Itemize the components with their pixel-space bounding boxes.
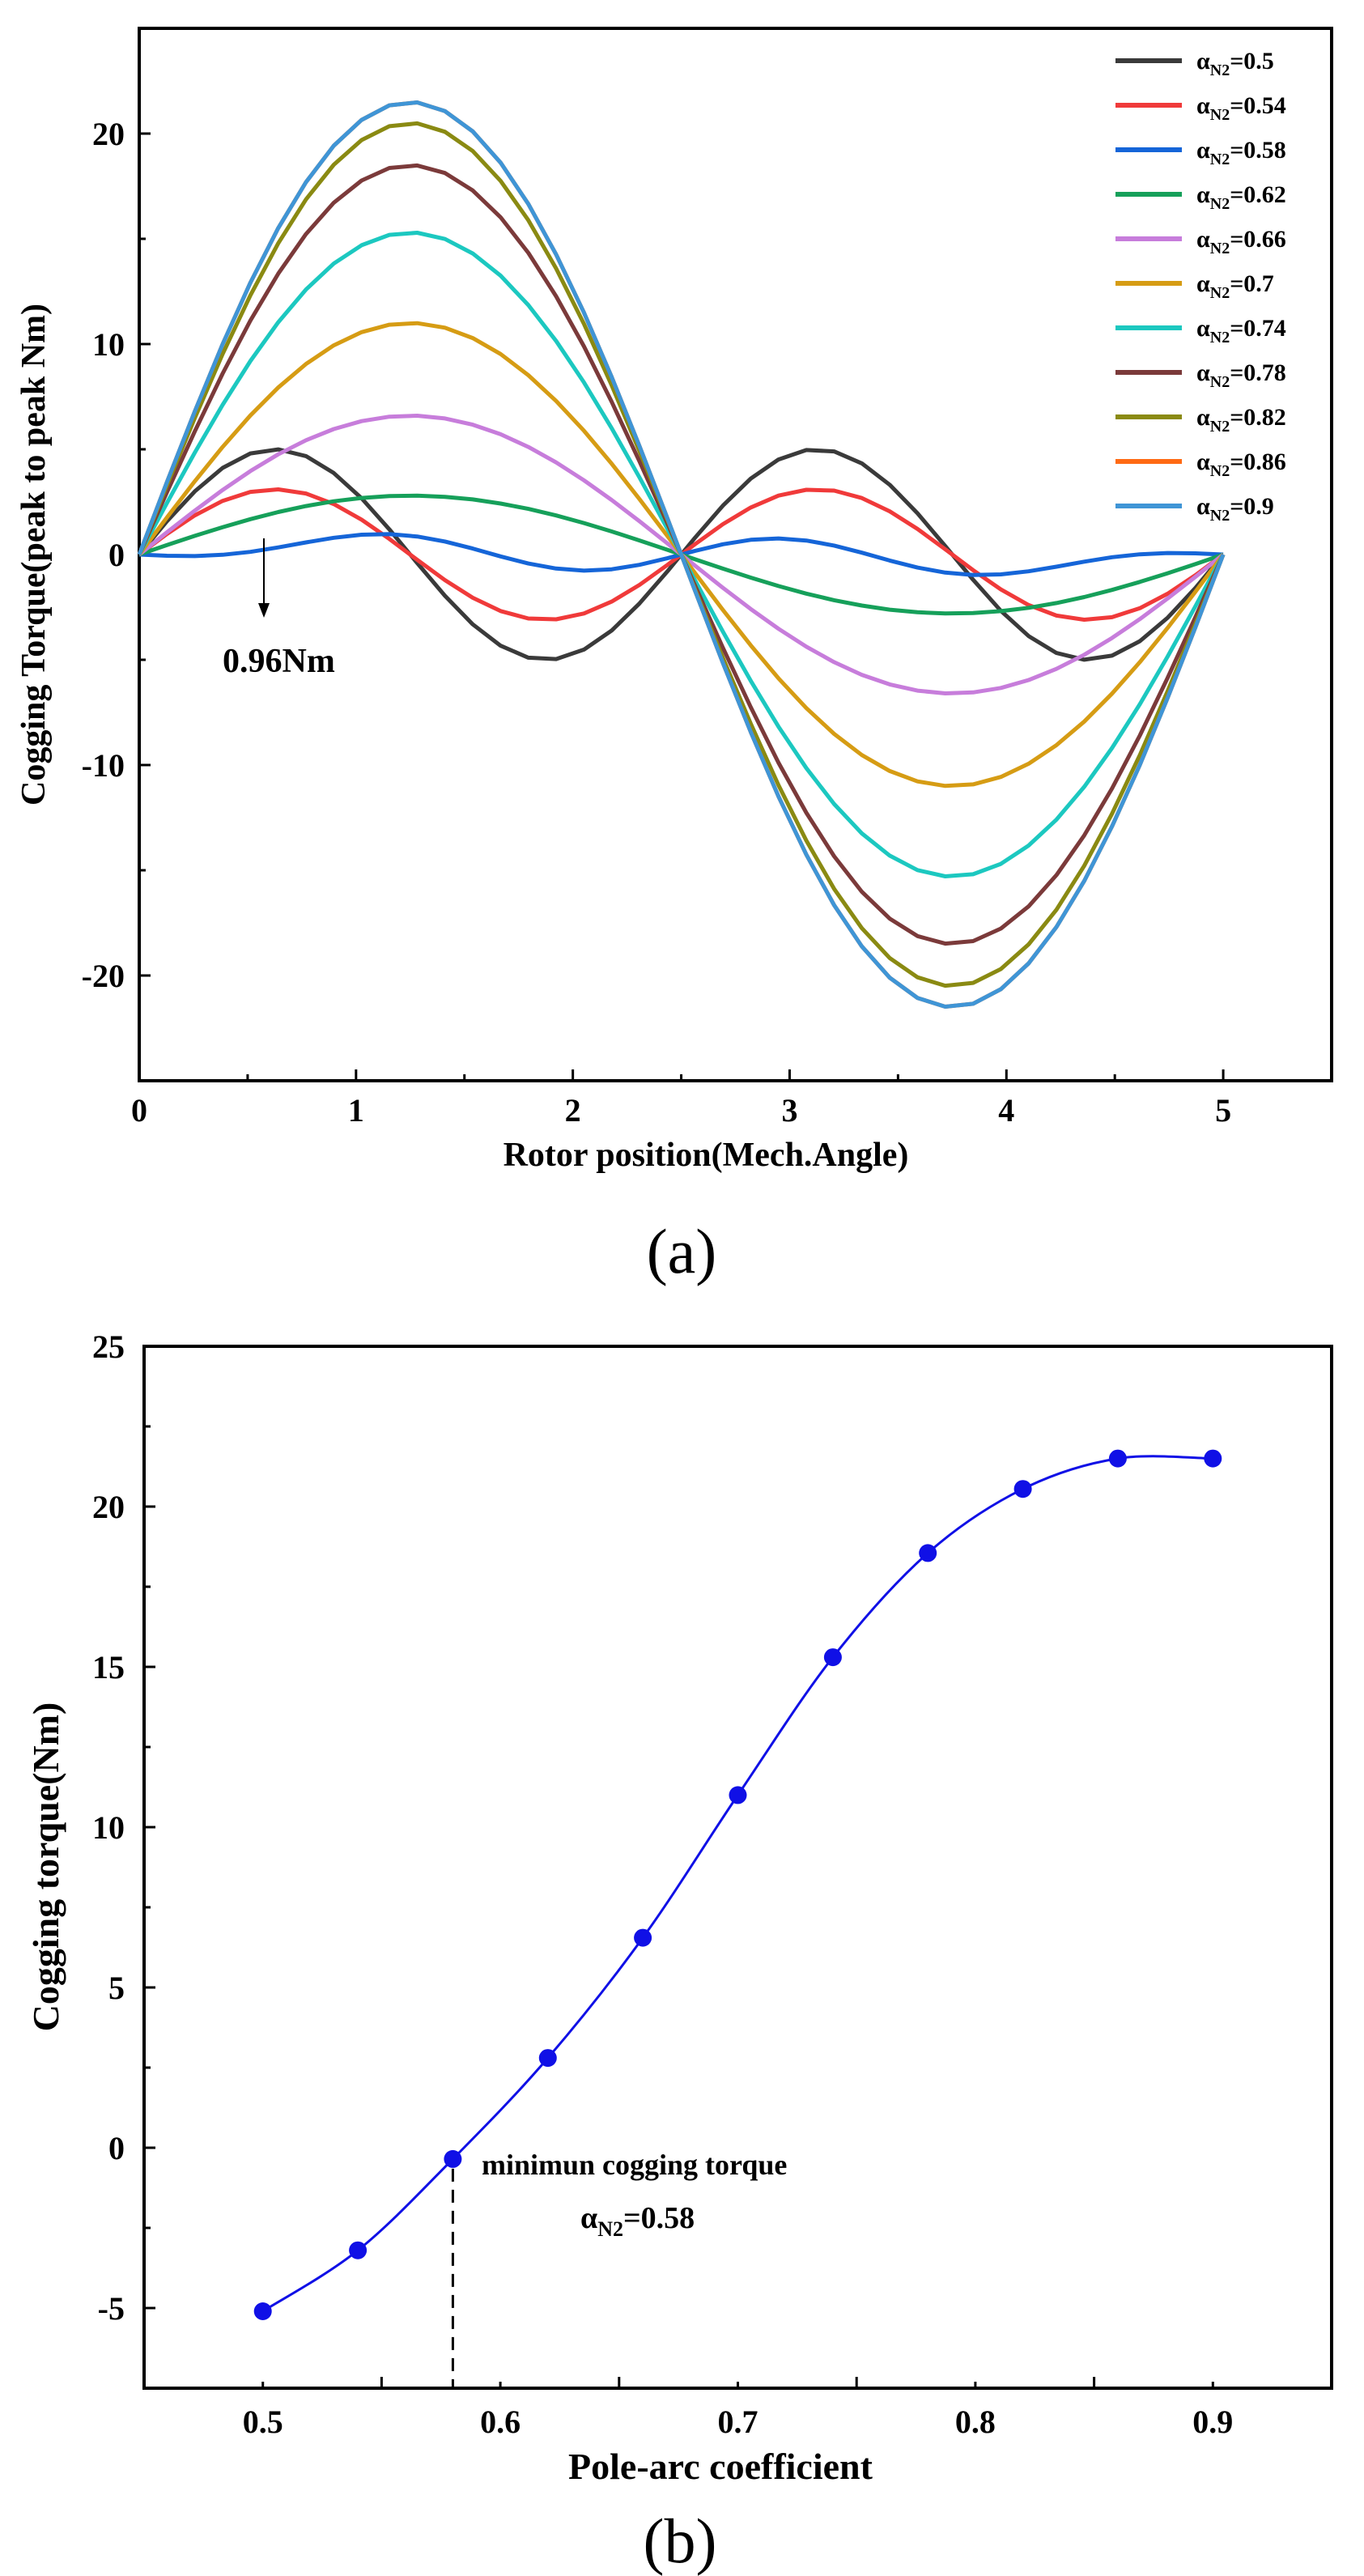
legend-label: αN2=0.7 (1196, 270, 1274, 302)
annotation-value: =0.58 (623, 2201, 695, 2235)
y-tick-label-b: -5 (98, 2290, 125, 2327)
data-point (634, 1928, 652, 1947)
data-point (444, 2149, 462, 2168)
annotation-min-value: αN2=0.58 (580, 2201, 695, 2241)
x-axis-b: 0.5 0.6 0.7 0.8 0.9 (142, 2377, 1333, 2440)
legend-a: αN2=0.5 αN2=0.54 αN2=0.58 αN2=0.62 αN2=0.66 α… (1115, 48, 1286, 525)
y-axis-title-b: Cogging torque(Nm) (25, 1702, 66, 2032)
y-tick-label-b: 15 (92, 1649, 125, 1685)
y-tick-label-b: 5 (108, 1970, 125, 2006)
y-tick-label-b: 20 (92, 1489, 125, 1525)
points-b (253, 1449, 1222, 2320)
legend-label: αN2=0.9 (1196, 493, 1274, 525)
x-axis-title-b: Pole-arc coefficient (568, 2446, 873, 2487)
y-axis-title-a: Cogging Torque(peak to peak Nm) (15, 304, 53, 806)
x-axis-title-a: Rotor position(Mech.Angle) (504, 1137, 909, 1174)
y-axis-b: 25 20 15 10 5 0 -5 (92, 1328, 155, 2390)
caption-a: (a) (647, 1216, 717, 1286)
x-axis-a: 0 1 2 3 4 5 (131, 1069, 1333, 1129)
annotation-b: minimun cogging torque αN2=0.58 (482, 2149, 787, 2241)
x-tick-label-b: 0.8 (955, 2404, 996, 2440)
x-tick-label-b: 0.5 (243, 2404, 283, 2440)
y-tick-label-b: 10 (92, 1809, 125, 1846)
y-tick-label-a: -10 (82, 747, 125, 784)
plot-frame-b (142, 1345, 1333, 2390)
data-point (729, 1786, 747, 1804)
x-tick-label-a: 5 (1215, 1092, 1231, 1129)
y-tick-label-a: 10 (92, 326, 125, 363)
data-point (1013, 1480, 1032, 1498)
data-point (1108, 1449, 1127, 1468)
data-point (919, 1544, 937, 1562)
x-tick-label-b: 0.7 (718, 2404, 758, 2440)
legend-label: αN2=0.54 (1196, 92, 1286, 124)
legend-label: αN2=0.58 (1196, 137, 1286, 168)
legend-label: αN2=0.82 (1196, 404, 1286, 436)
y-tick-label-b: 25 (92, 1328, 125, 1365)
annotation-label: 0.96Nm (223, 643, 335, 680)
legend-label: αN2=0.5 (1196, 48, 1274, 79)
series-line (137, 100, 1226, 1009)
y-tick-label-b: 0 (108, 2130, 125, 2166)
data-point (823, 1648, 842, 1667)
x-tick-label-a: 3 (781, 1092, 797, 1129)
caption-b: (b) (644, 2506, 717, 2576)
y-tick-label-a: 0 (108, 537, 125, 573)
annotation-arrowhead (258, 603, 270, 618)
annotation-min-label: minimun cogging torque (482, 2149, 787, 2181)
annotation-a: 0.96Nm (223, 538, 335, 680)
x-tick-label-a: 2 (565, 1092, 581, 1129)
x-tick-label-b: 0.6 (480, 2404, 521, 2440)
legend-label: αN2=0.78 (1196, 359, 1286, 391)
legend-label: αN2=0.66 (1196, 226, 1286, 257)
y-axis-a: -20 -10 0 10 20 (82, 27, 151, 1082)
data-point (1204, 1449, 1222, 1468)
x-tick-label-b: 0.9 (1192, 2404, 1233, 2440)
x-tick-label-a: 1 (348, 1092, 364, 1129)
series-group-a (137, 100, 1226, 1009)
data-point (349, 2241, 368, 2259)
y-tick-label-a: 20 (92, 116, 125, 152)
x-tick-label-a: 4 (998, 1092, 1014, 1129)
data-point (538, 2049, 557, 2068)
x-tick-label-a: 0 (131, 1092, 147, 1129)
y-tick-label-a: -20 (82, 958, 125, 994)
annotation-sub: N2 (597, 2217, 623, 2241)
legend-label: αN2=0.86 (1196, 448, 1286, 480)
legend-label: αN2=0.74 (1196, 315, 1286, 346)
legend-label: αN2=0.62 (1196, 181, 1286, 213)
data-point (253, 2302, 272, 2320)
annotation-alpha: α (580, 2201, 597, 2235)
panel-b: 25 20 15 10 5 0 -5 0.5 0.6 0.7 0.8 0.9 minimun cog… (25, 1328, 1333, 2576)
